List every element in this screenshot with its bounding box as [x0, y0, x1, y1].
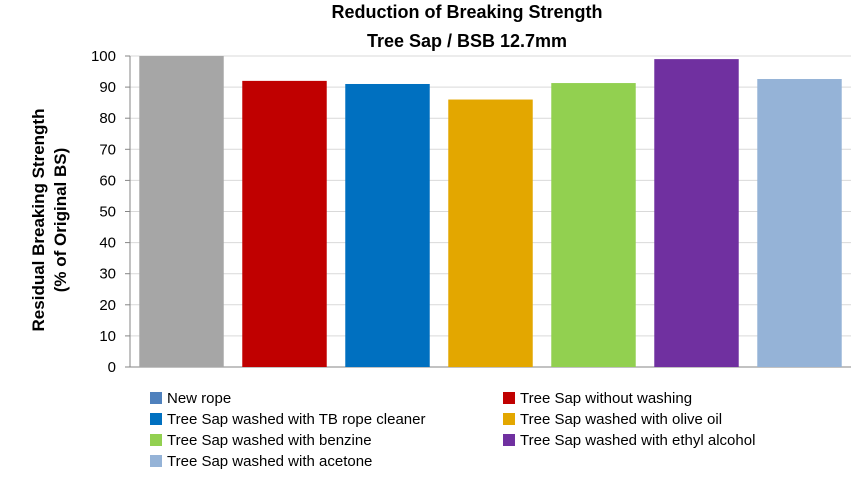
legend-item: Tree Sap washed with TB rope cleaner: [150, 410, 425, 430]
bar: [654, 59, 739, 368]
legend-label: Tree Sap washed with acetone: [167, 453, 373, 470]
legend-swatch: [503, 434, 515, 446]
y-tick-label: 60: [99, 172, 116, 189]
legend-item: Tree Sap washed with olive oil: [503, 410, 722, 430]
legend-item: Tree Sap washed with benzine: [150, 431, 372, 451]
bar: [551, 83, 636, 367]
y-tick-label: 40: [99, 235, 116, 252]
legend-item: Tree Sap without washing: [503, 389, 692, 409]
chart-title: Reduction of Breaking Strength: [331, 2, 603, 22]
legend-item: Tree Sap washed with ethyl alcohol: [503, 431, 755, 451]
legend-label: New rope: [167, 390, 232, 407]
legend-label: Tree Sap washed with olive oil: [520, 411, 723, 428]
legend-item: New rope: [150, 389, 231, 409]
bar-chart-plot: 0 10 20 30 40 50 60 70 80 90 100: [91, 48, 851, 376]
legend-label: Tree Sap washed with TB rope cleaner: [167, 411, 426, 428]
y-tick-label: 30: [99, 266, 116, 283]
y-tick-label: 20: [99, 297, 116, 314]
bar: [757, 79, 842, 367]
bar: [242, 80, 327, 367]
chart-subtitle: Tree Sap / BSB 12.7mm: [366, 31, 568, 51]
y-tick-label: 70: [99, 141, 116, 158]
legend-item: Tree Sap washed with acetone: [150, 452, 372, 472]
legend-swatch: [150, 434, 162, 446]
legend-swatch: [150, 392, 162, 404]
y-tick-label: 80: [99, 110, 116, 127]
y-tick-label: 50: [99, 204, 116, 221]
legend-label: Tree Sap washed with ethyl alcohol: [520, 432, 756, 449]
y-tick-label: 90: [99, 79, 116, 96]
bar: [448, 99, 533, 367]
legend-swatch: [150, 455, 162, 467]
y-tick-label: 10: [99, 328, 116, 345]
legend-label: Tree Sap without washing: [520, 390, 693, 407]
y-tick-label: 0: [108, 359, 116, 376]
bar: [345, 83, 430, 368]
legend-swatch: [503, 392, 515, 404]
y-tick-label: 100: [91, 48, 116, 65]
bar: [139, 56, 224, 367]
legend-swatch: [150, 413, 162, 425]
legend-swatch: [503, 413, 515, 425]
legend-label: Tree Sap washed with benzine: [167, 432, 372, 449]
